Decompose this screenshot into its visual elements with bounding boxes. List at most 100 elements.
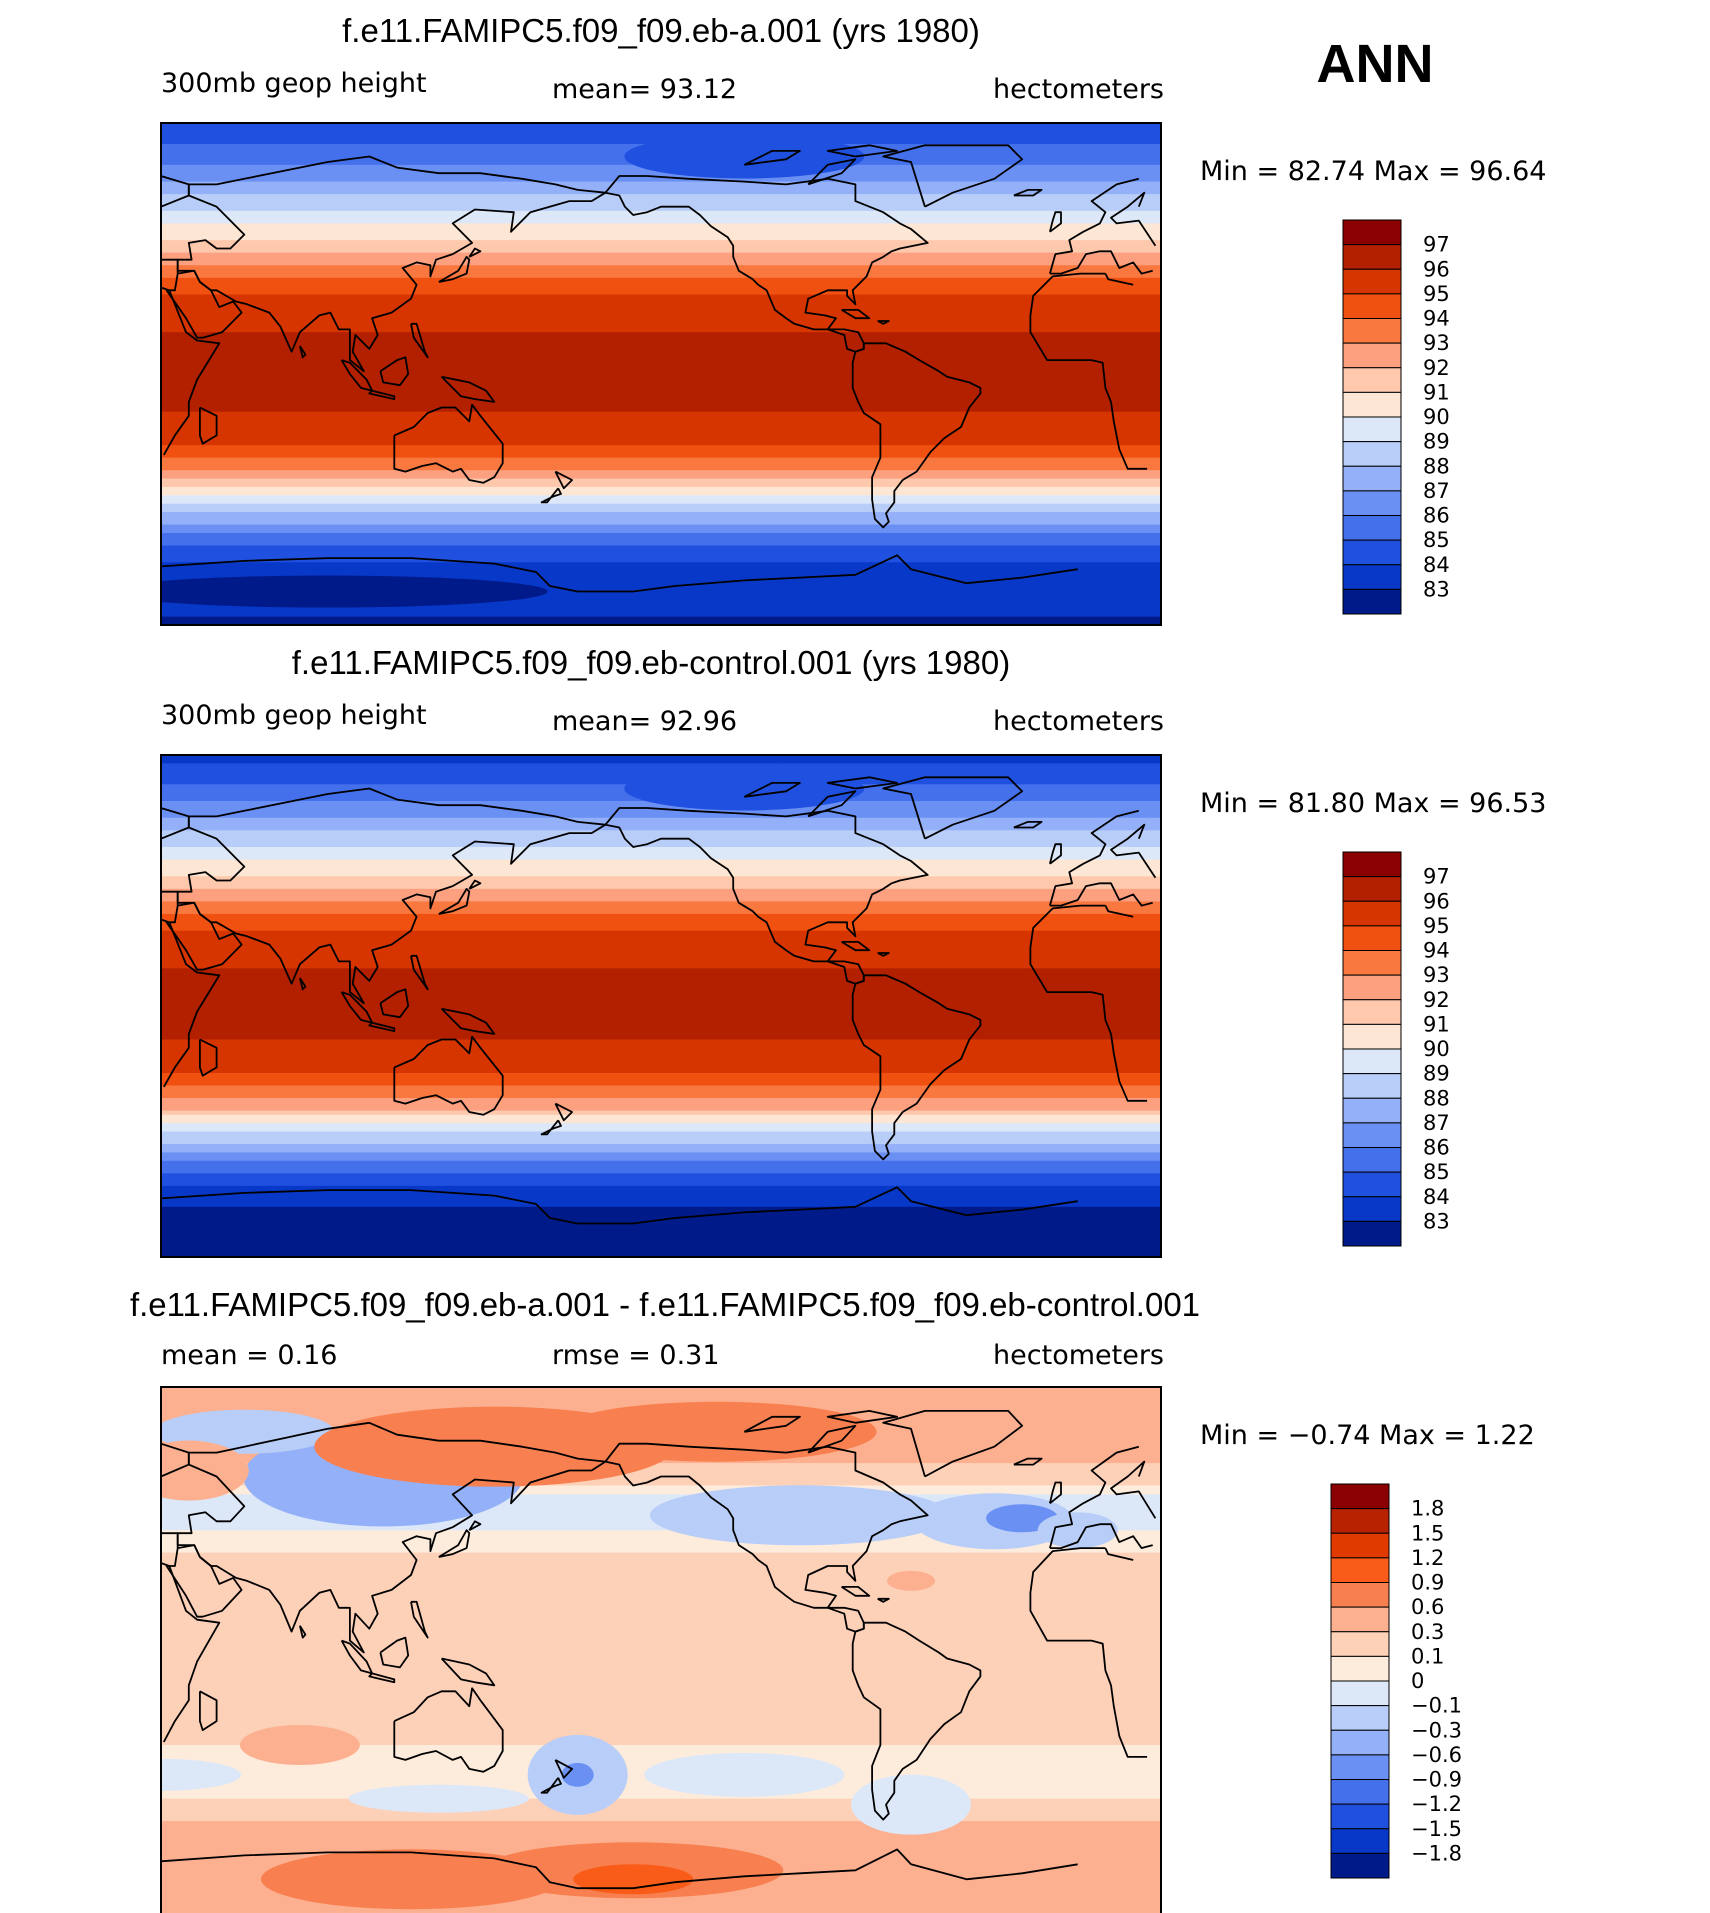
coastline-outline: [540, 1777, 562, 1794]
field-band: [161, 1816, 1161, 1822]
coastline-outline: [540, 487, 562, 504]
map-frame: [160, 122, 1162, 626]
field-band: [161, 985, 1161, 991]
field-band: [161, 583, 1161, 589]
field-band: [161, 507, 1161, 513]
colorbar-box: [1330, 1557, 1390, 1584]
field-band: [161, 830, 1161, 836]
field-band: [161, 470, 1161, 476]
field-band: [161, 1834, 1161, 1840]
field-band: [161, 369, 1161, 375]
field-band: [161, 855, 1161, 861]
field-band: [161, 1668, 1161, 1675]
field-band: [161, 1152, 1161, 1158]
field-band: [161, 872, 1161, 878]
coastline-outline: [199, 1038, 218, 1077]
colorbar-tick-label: 96: [1423, 889, 1450, 913]
field-band: [161, 1628, 1161, 1634]
field-band: [161, 620, 1161, 625]
colorbar-box: [1342, 293, 1402, 320]
coastline-outline: [468, 247, 482, 258]
field-band: [161, 390, 1161, 396]
field-band: [161, 1812, 1161, 1818]
field-band: [161, 1135, 1161, 1141]
colorbar-box: [1330, 1532, 1390, 1559]
map-field: [161, 123, 1161, 625]
field-band: [161, 1601, 1161, 1608]
coastline-outline: [851, 974, 982, 1161]
colorbar-box: [1330, 1483, 1390, 1510]
colorbar-tick-label: 92: [1423, 356, 1450, 380]
field-band: [161, 1052, 1161, 1057]
colorbar-box: [1342, 1097, 1402, 1124]
field-band: [161, 1615, 1161, 1621]
field-band: [161, 1606, 1161, 1612]
coastline-outline: [1049, 1481, 1062, 1505]
colorbar-tick-label: 84: [1423, 553, 1450, 577]
field-band: [161, 1566, 1161, 1572]
field-band: [161, 256, 1161, 262]
colorbar-box: [1342, 318, 1402, 344]
field-band: [161, 227, 1161, 233]
coastline-outline: [540, 1119, 562, 1136]
field-band: [161, 570, 1161, 576]
colorbar-box: [1342, 539, 1402, 566]
field-band: [161, 516, 1161, 522]
field-band: [161, 922, 1161, 928]
field-band: [161, 219, 1161, 225]
field-band: [161, 294, 1161, 300]
field-band: [161, 210, 1161, 216]
field-band: [161, 532, 1161, 538]
coastline-outline: [841, 941, 871, 952]
colorbar-box: [1342, 490, 1402, 517]
field-band: [161, 273, 1161, 279]
field-band: [161, 173, 1161, 179]
coastline-outline: [882, 144, 1023, 208]
field-band: [161, 558, 1161, 564]
field-band: [161, 537, 1161, 543]
field-band: [161, 311, 1161, 317]
coastline-outline: [807, 790, 857, 818]
coastline-outline: [440, 1007, 496, 1035]
field-band: [161, 913, 1161, 919]
field-band: [161, 1064, 1161, 1070]
field-band: [161, 1646, 1161, 1652]
anomaly-blob: [624, 766, 865, 811]
field-band: [161, 1691, 1161, 1697]
field-band: [161, 281, 1161, 287]
field-band: [161, 1110, 1161, 1116]
field-band: [161, 838, 1161, 844]
rmse-label: rmse = 0.31: [552, 1340, 720, 1371]
field-band: [161, 491, 1161, 497]
panel-top: f.e11.FAMIPC5.f09_f09.eb-a.001 (yrs 1980…: [160, 12, 1546, 626]
coastlines: [161, 144, 1157, 593]
mean-label: mean= 92.96: [552, 706, 737, 737]
field-band: [161, 755, 1161, 760]
anomaly-blob: [261, 1849, 561, 1910]
field-band: [161, 223, 1161, 229]
colorbar-tick-label: 97: [1423, 233, 1450, 257]
colorbar-box: [1342, 342, 1402, 369]
field-band: [161, 1072, 1161, 1078]
field-band: [161, 1901, 1161, 1907]
field-band: [161, 1118, 1161, 1124]
anomaly-blob: [887, 1570, 935, 1591]
variable-label: 300mb geop height: [161, 68, 427, 99]
colorbar-box: [1342, 851, 1402, 878]
field-band: [161, 1695, 1161, 1702]
field-band: [161, 428, 1161, 434]
variable-label: 300mb geop height: [161, 700, 427, 731]
field-band: [161, 1803, 1161, 1809]
colorbar-tick-label: 94: [1423, 939, 1450, 963]
colorbar-box: [1342, 219, 1402, 246]
field-band: [161, 466, 1161, 472]
field-band: [161, 1231, 1161, 1237]
colorbar-tick-label: 87: [1423, 479, 1450, 503]
field-band: [161, 499, 1161, 505]
colorbar-tick-label: 90: [1423, 1037, 1450, 1061]
field-band: [161, 1897, 1161, 1903]
field-band: [161, 1068, 1161, 1074]
field-band: [161, 595, 1161, 601]
colorbar-box: [1330, 1606, 1390, 1633]
anomaly-blob: [851, 1774, 971, 1835]
